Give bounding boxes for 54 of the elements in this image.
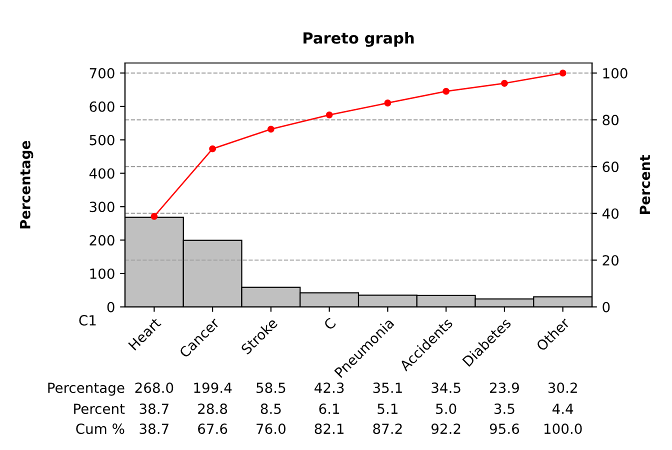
- point: [209, 145, 216, 152]
- y-tick-label: 300: [90, 202, 114, 212]
- text: Percent: [74, 404, 125, 414]
- y-tick-label: 0: [107, 302, 114, 312]
- data-label: 35.1: [373, 382, 402, 394]
- data-label: 92.2: [431, 424, 460, 434]
- y2-tick-label: 100: [603, 68, 628, 79]
- data-label: 268.0: [135, 382, 174, 394]
- data-label: 100.0: [544, 424, 582, 434]
- text: 5.1: [378, 404, 398, 414]
- text: 8.5: [260, 404, 281, 414]
- x-axis-title: C1: [79, 315, 96, 326]
- point: [267, 126, 274, 133]
- point: [500, 80, 508, 87]
- text: 5.0: [436, 404, 456, 414]
- point: [326, 111, 333, 118]
- text: Cum %: [76, 424, 124, 434]
- data-label: 87.2: [373, 424, 402, 434]
- y-tick-label: 200: [90, 235, 114, 246]
- data-label: 38.7: [140, 424, 168, 434]
- point: [150, 212, 158, 220]
- text: 4.4: [552, 404, 574, 414]
- data-label: 30.2: [548, 382, 577, 394]
- data-label: 42.3: [314, 382, 344, 394]
- data-label: 82.1: [314, 424, 344, 434]
- data-label: 199.4: [194, 382, 232, 394]
- y-tick-label: 400: [89, 168, 114, 179]
- y-tick-label: 500: [90, 134, 114, 146]
- data-label: 95.6: [490, 424, 520, 434]
- y2-tick-label: 40: [602, 208, 619, 219]
- y2-tick-label: 20: [602, 255, 619, 266]
- data-label: 34.5: [432, 382, 460, 394]
- text: 38.7: [140, 404, 168, 414]
- y-axis-title: Percentage: [20, 140, 34, 228]
- y2-tick-label: 60: [602, 162, 619, 172]
- point: [442, 88, 450, 95]
- y-tick-label: 100: [90, 268, 114, 279]
- y-tick-label: 700: [90, 68, 114, 78]
- text: 28.8: [198, 404, 228, 414]
- data-label: 67.6: [198, 424, 228, 434]
- data-label: 58.5: [256, 382, 286, 394]
- y2-tick-label: 80: [602, 114, 619, 126]
- point: [384, 100, 392, 106]
- y-tick-label: 600: [90, 101, 114, 112]
- text: Percentage: [48, 382, 124, 396]
- chart-title: Pareto graph: [304, 32, 414, 47]
- x-tick-label: C: [323, 317, 336, 331]
- point: [559, 70, 566, 77]
- data-label: 76.0: [256, 424, 286, 434]
- y2-tick-label: 0: [602, 302, 610, 312]
- y2-axis-title: Percent: [640, 154, 650, 214]
- text: 6.1: [319, 404, 340, 414]
- text: 3.5: [494, 404, 514, 414]
- data-label: 23.9: [490, 382, 519, 394]
